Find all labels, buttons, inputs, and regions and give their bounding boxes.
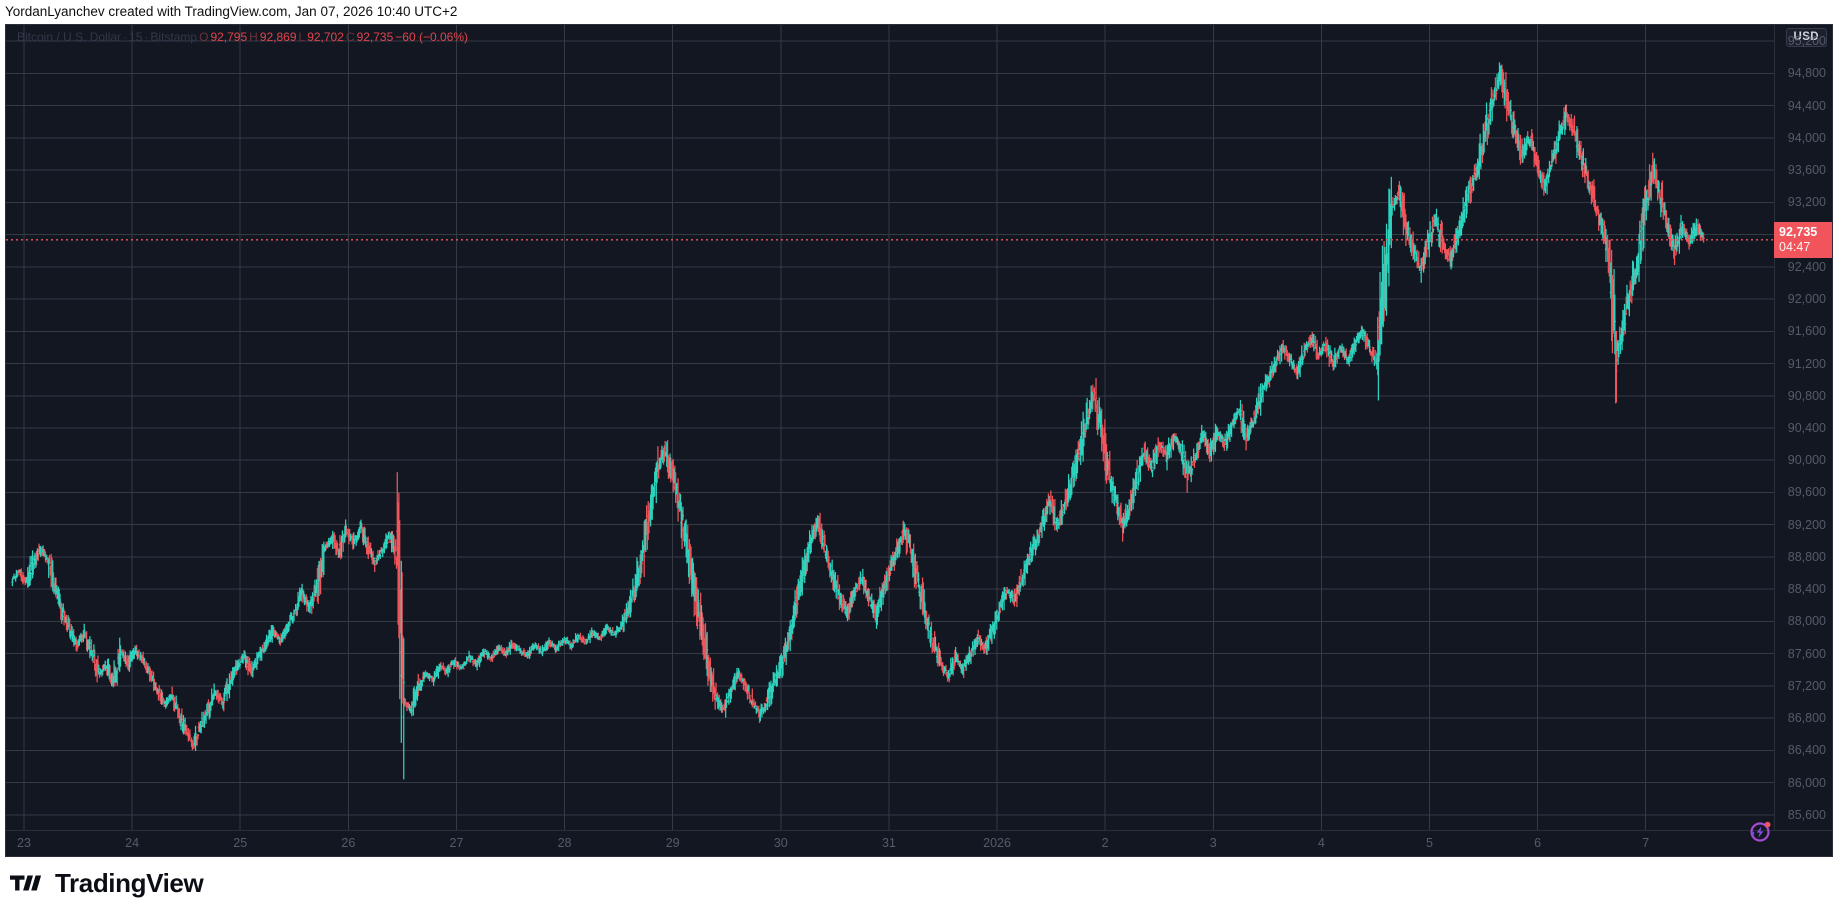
lightning-bolt-icon[interactable] xyxy=(1748,818,1774,844)
price-axis-tick: 88,400 xyxy=(1787,582,1826,597)
time-axis-tick: 23 xyxy=(17,836,31,850)
chart-container[interactable]: Bitcoin / U.S. Dollar · 15 · Bitstamp O 92,795… xyxy=(5,24,1833,857)
time-axis-tick: 7 xyxy=(1642,836,1650,850)
price-axis-tick: 87,200 xyxy=(1787,678,1826,693)
price-axis-tick: 92,400 xyxy=(1787,259,1826,274)
price-axis-tick: 86,000 xyxy=(1787,775,1826,790)
time-axis-tick: 3 xyxy=(1209,836,1217,850)
time-axis-tick: 24 xyxy=(125,836,140,850)
current-price-value: 92,735 xyxy=(1779,224,1818,239)
price-axis-tick: 89,200 xyxy=(1787,517,1826,532)
time-axis-tick: 29 xyxy=(665,836,680,850)
time-axis-tick: 30 xyxy=(773,836,788,850)
currency-badge[interactable]: USD xyxy=(1785,28,1827,47)
price-axis-tick: 88,800 xyxy=(1787,549,1826,564)
chart-pane[interactable] xyxy=(6,25,1776,831)
tradingview-logo-icon xyxy=(10,875,42,891)
attribution-text: YordanLyanchev created with TradingView.… xyxy=(0,0,1835,24)
price-axis-tick: 86,400 xyxy=(1787,743,1826,758)
price-axis-tick: 95,200 xyxy=(1787,34,1826,49)
footer: TradingView xyxy=(0,857,1835,909)
up-bars xyxy=(11,62,1704,780)
price-axis-tick: 89,600 xyxy=(1787,485,1826,500)
time-axis-tick: 31 xyxy=(881,836,896,850)
price-axis-tick: 91,200 xyxy=(1787,356,1826,371)
tradingview-logo[interactable]: TradingView xyxy=(10,867,204,899)
time-axis-tick: 26 xyxy=(341,836,356,850)
price-axis-tick: 86,800 xyxy=(1787,711,1826,726)
down-bars xyxy=(16,64,1705,751)
price-axis-tick: 94,800 xyxy=(1787,66,1826,81)
price-axis-tick: 94,000 xyxy=(1787,130,1826,145)
price-axis-tick: 90,400 xyxy=(1787,421,1826,435)
price-axis-tick: 85,600 xyxy=(1787,807,1826,822)
price-axis-tick: 90,800 xyxy=(1787,388,1826,403)
tradingview-wordmark: TradingView xyxy=(55,867,204,898)
time-axis-tick: 27 xyxy=(449,836,464,850)
price-axis-tick: 90,000 xyxy=(1787,453,1826,468)
price-axis-tick: 93,600 xyxy=(1787,163,1826,178)
price-axis-tick: 94,400 xyxy=(1787,98,1826,113)
time-axis-tick: 2026 xyxy=(983,836,1011,850)
current-price-badge: 92,735 04:47 xyxy=(1774,221,1832,258)
price-axis[interactable]: USD 92,735 04:47 95,200 94,800 94,400 94,00… xyxy=(1774,25,1832,831)
price-axis-tick: 87,600 xyxy=(1787,646,1826,661)
bar-countdown: 04:47 xyxy=(1779,239,1811,254)
time-axis-tick: 4 xyxy=(1317,836,1325,850)
time-axis-tick: 5 xyxy=(1426,836,1433,850)
price-axis-tick: 92,000 xyxy=(1787,292,1826,307)
time-axis-tick: 25 xyxy=(233,836,248,850)
price-axis-tick: 93,200 xyxy=(1787,195,1826,210)
time-axis[interactable]: 23 24 25 26 27 28 29 30 31 2026 2 3 4 5 6 7 xyxy=(6,830,1832,856)
time-axis-tick: 28 xyxy=(557,836,572,850)
price-axis-tick: 91,600 xyxy=(1787,324,1826,339)
time-axis-tick: 6 xyxy=(1534,836,1542,850)
price-axis-tick: 88,000 xyxy=(1787,614,1826,629)
price-plot xyxy=(6,25,1776,831)
time-axis-tick: 2 xyxy=(1101,836,1109,850)
